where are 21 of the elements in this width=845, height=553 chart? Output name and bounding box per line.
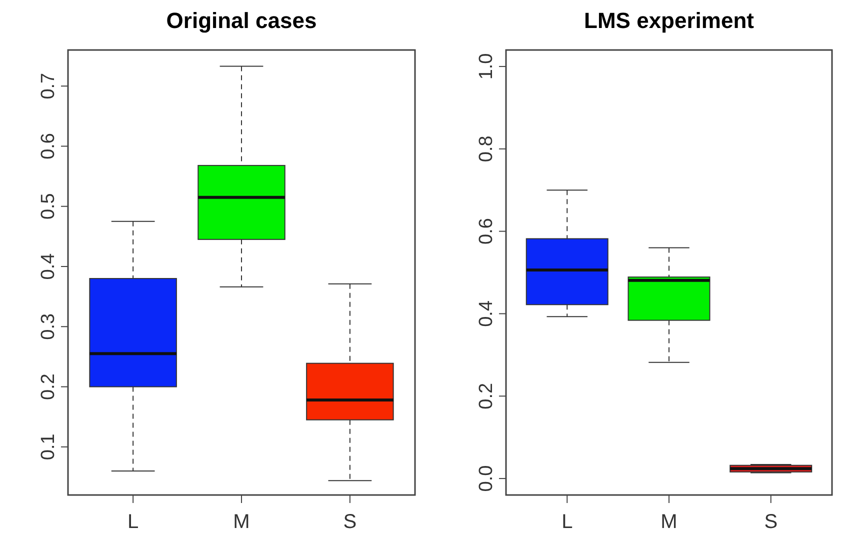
x-tick-label: S	[764, 511, 778, 533]
y-tick-label: 0.6	[38, 133, 59, 160]
y-tick-label: 0.0	[476, 465, 497, 492]
y-tick-label: 0.1	[38, 434, 59, 460]
chart-title: Original cases	[166, 8, 317, 33]
y-tick-label: 0.8	[476, 136, 497, 162]
x-tick-label: L	[562, 511, 573, 533]
y-tick-label: 0.4	[38, 252, 59, 280]
y-tick-label: 1.0	[476, 53, 497, 80]
x-tick-label: L	[128, 511, 139, 533]
x-tick-label: S	[343, 511, 357, 533]
x-tick-label: M	[233, 511, 250, 533]
chart-title: LMS experiment	[584, 8, 755, 33]
y-tick-label: 0.6	[476, 218, 497, 245]
y-tick-label: 0.2	[476, 382, 497, 410]
y-tick-label: 0.3	[38, 313, 59, 340]
y-tick-label: 0.5	[38, 193, 59, 220]
y-tick-label: 0.2	[38, 374, 59, 400]
y-tick-label: 0.4	[476, 300, 497, 327]
y-tick-label: 0.7	[38, 72, 59, 100]
x-tick-label: M	[660, 511, 678, 533]
